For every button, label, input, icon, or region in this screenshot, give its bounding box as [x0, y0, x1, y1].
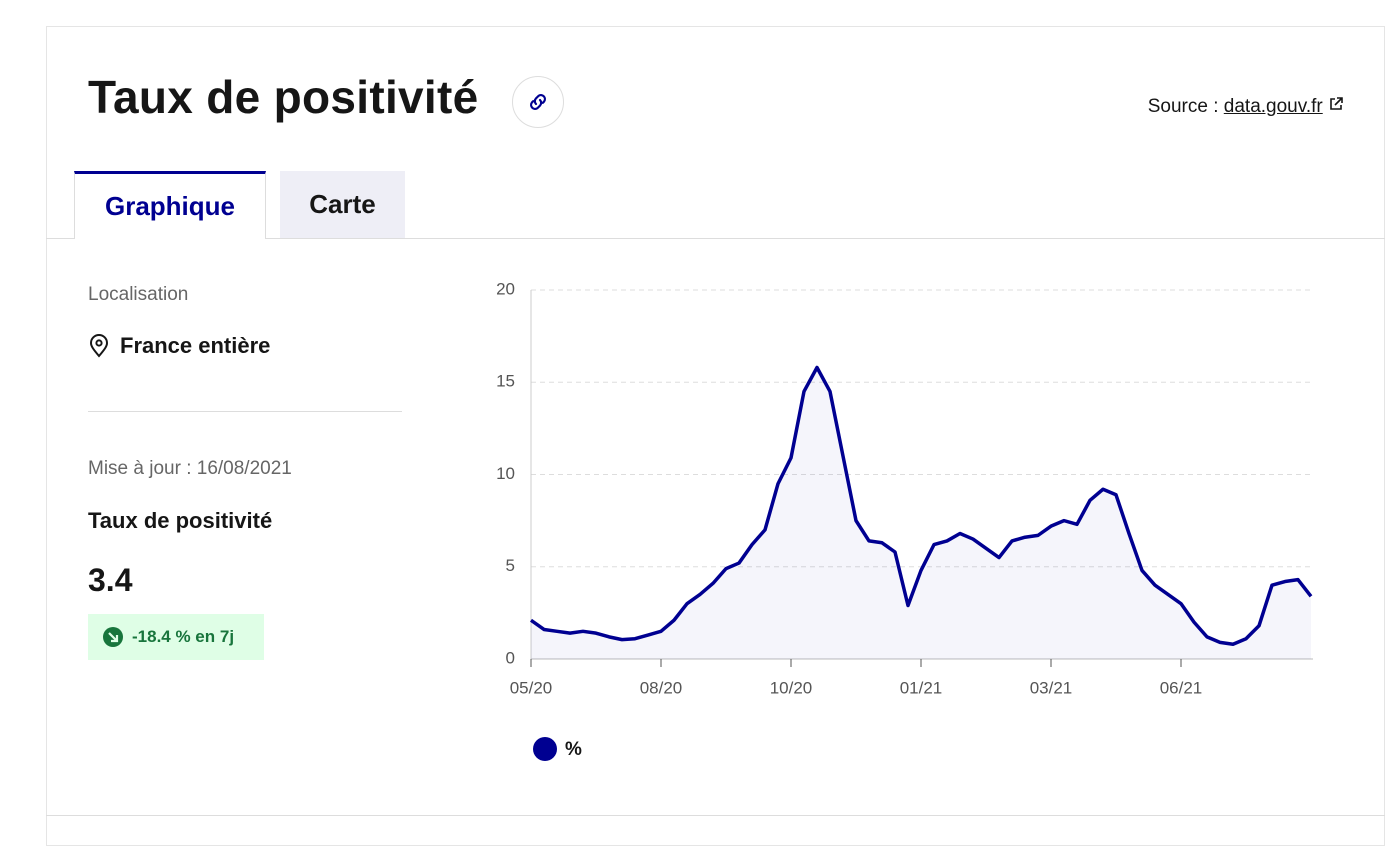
tab-divider — [46, 238, 1385, 239]
line — [529, 365, 1313, 646]
external-icon — [1330, 97, 1343, 110]
pin-icon — [89, 334, 109, 358]
source-label: Source : — [1147, 96, 1219, 117]
x-tick-label: 03/21 — [1030, 678, 1073, 697]
indicator-value: 3.4 — [88, 562, 133, 598]
link-button[interactable] — [512, 76, 564, 128]
location: France entière — [88, 333, 270, 359]
x-tick-label: 06/21 — [1160, 678, 1203, 697]
x-tick-label: 08/20 — [640, 678, 683, 697]
y-tick-label: 5 — [506, 556, 515, 575]
change-badge: -18.4 % en 7j — [88, 614, 264, 660]
x-tick-label: 05/20 — [510, 678, 553, 697]
x-tick-label: 01/21 — [900, 678, 943, 697]
down-icon — [103, 627, 123, 647]
y-tick-label: 15 — [496, 372, 515, 391]
tab[interactable]: Carte — [280, 171, 405, 238]
y-tick-label: 20 — [496, 279, 515, 298]
page: 0 5 10 15 20 05/20 08/20 10/20 01/21 03/21 06/21% … — [46, 26, 1385, 846]
source-link[interactable]: data.gouv.fr — [1223, 96, 1323, 117]
y-tick-label: 10 — [496, 464, 515, 483]
link-icon — [530, 94, 546, 110]
tab-active[interactable]: Graphique — [74, 171, 266, 239]
location-name: France entière — [120, 333, 271, 358]
legend-label: % — [565, 739, 582, 760]
source: Source : data.gouv.fr — [1148, 96, 1344, 118]
location-label: Localisation — [88, 284, 189, 305]
indicator: Taux de positivité — [88, 508, 273, 533]
area — [531, 367, 1311, 659]
bottom-divider — [46, 815, 1385, 816]
change-text: -18.4 % en 7j — [132, 627, 235, 646]
title: Taux de positivité — [88, 71, 479, 123]
divider — [88, 411, 402, 412]
legend-marker — [533, 737, 557, 761]
updated: Mise à jour : 16/08/2021 — [88, 458, 292, 479]
chart: 0 5 10 15 20 05/20 08/20 10/20 01/21 03/21 06/21% — [496, 279, 1313, 761]
x-tick-label: 10/20 — [770, 678, 813, 697]
y-tick-label: 0 — [506, 648, 515, 667]
